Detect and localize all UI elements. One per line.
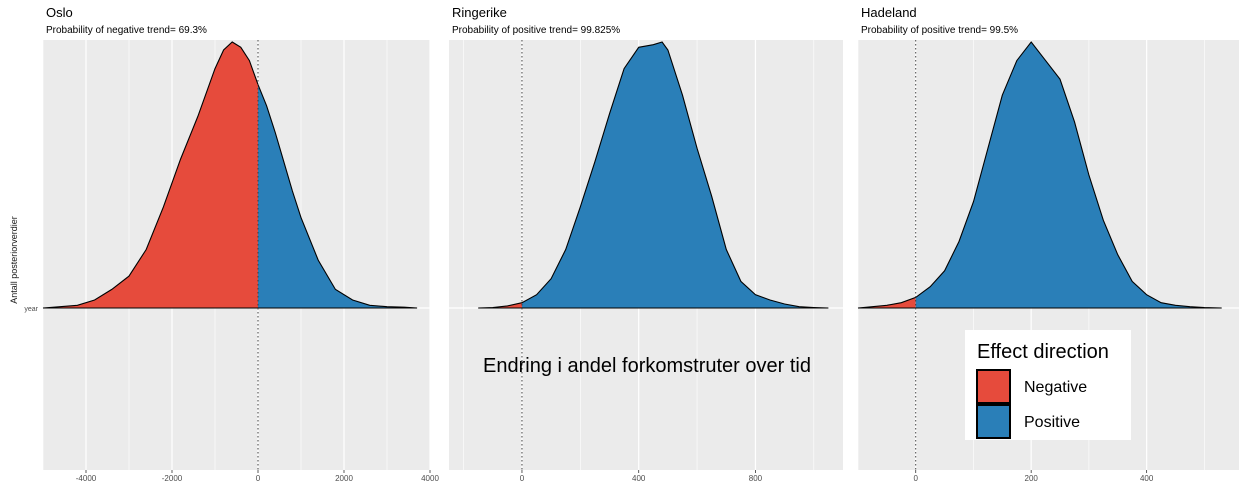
x-tick-label: 2000 xyxy=(335,474,353,483)
y-axis-label: Antall posteriorverdier xyxy=(9,216,19,304)
x-tick-label: 0 xyxy=(520,474,525,483)
panel-oslo: Oslo Probability of negative trend= 69.3%… xyxy=(42,5,439,483)
density-negative xyxy=(858,297,916,308)
legend-label-positive: Positive xyxy=(1024,414,1080,431)
x-tick-label: 400 xyxy=(1140,474,1154,483)
legend-title: Effect direction xyxy=(977,341,1109,363)
x-tick-label: -4000 xyxy=(76,474,97,483)
panel-subtitle: Probability of positive trend= 99.825% xyxy=(452,25,620,36)
density-outline xyxy=(42,41,418,309)
panel-title: Oslo xyxy=(46,5,73,20)
legend: Effect direction Negative Positive xyxy=(965,330,1131,440)
x-tick-label: 800 xyxy=(749,474,763,483)
legend-key-negative xyxy=(976,369,1011,404)
panel-subtitle: Probability of positive trend= 99.5% xyxy=(861,25,1018,36)
panel-subtitle: Probability of negative trend= 69.3% xyxy=(46,25,207,36)
x-tick-label: 0 xyxy=(914,474,919,483)
x-tick-label: 0 xyxy=(256,474,261,483)
overlay-title: Endring i andel forkomstruter over tid xyxy=(483,355,811,377)
x-tick-label: 400 xyxy=(632,474,646,483)
density-negative xyxy=(478,302,522,308)
panel-title: Ringerike xyxy=(452,5,507,20)
density-positive xyxy=(915,42,1222,308)
density-negative xyxy=(43,42,258,308)
density-outline xyxy=(857,41,1222,309)
density-positive xyxy=(258,84,418,308)
panel-title: Hadeland xyxy=(861,5,917,20)
x-tick-label: 200 xyxy=(1025,474,1039,483)
legend-label-negative: Negative xyxy=(1024,379,1087,396)
x-tick-label: -2000 xyxy=(162,474,183,483)
x-tick-label: 4000 xyxy=(421,474,439,483)
panel-ringerike: Ringerike Probability of positive trend= … xyxy=(449,5,843,483)
density-outline xyxy=(478,41,829,309)
legend-key-positive xyxy=(976,404,1011,439)
density-positive xyxy=(521,42,829,308)
y-tick-label: year xyxy=(24,306,38,313)
facet-panels: Oslo Probability of negative trend= 69.3%… xyxy=(42,5,1239,483)
